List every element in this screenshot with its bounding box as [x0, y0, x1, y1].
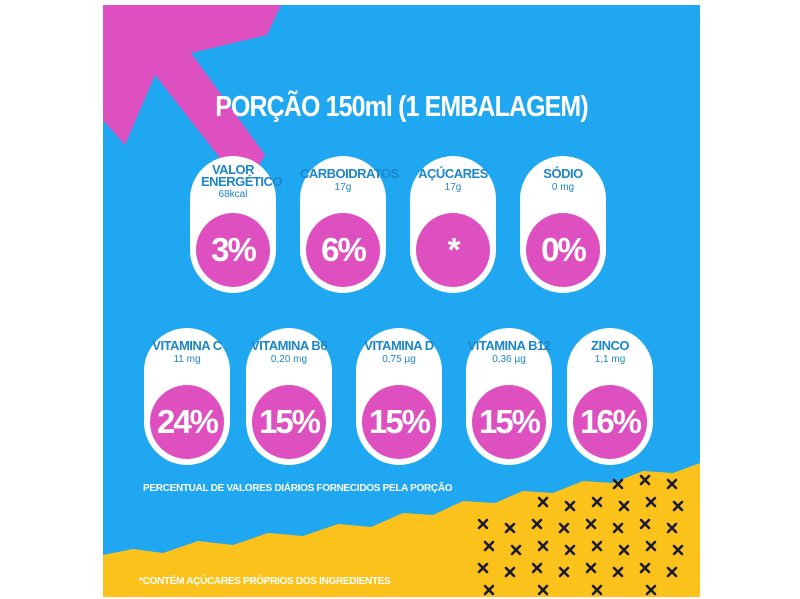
nutrient-name: ZINCO	[591, 338, 629, 353]
nutrient-card: VALOR ENERGÉTICO 68kcal 3%	[190, 156, 282, 293]
percent-circle: *	[416, 213, 490, 287]
portion-title: PORÇÃO 150ml (1 EMBALAGEM)	[215, 91, 588, 123]
percent-circle: 3%	[196, 213, 270, 287]
nutrient-amount: 11 mg	[173, 354, 201, 365]
nutrient-name: VITAMINA D	[364, 338, 434, 353]
x-mark	[639, 562, 651, 574]
percent-value: 6%	[321, 231, 367, 268]
x-mark	[537, 496, 549, 508]
pink-arrow-decoration	[103, 5, 281, 190]
x-mark	[645, 496, 657, 508]
nutrient-name: VITAMINA B6	[250, 338, 328, 353]
x-mark	[666, 478, 678, 490]
x-mark	[645, 584, 657, 596]
x-mark	[531, 562, 543, 574]
percent-value: 15%	[478, 403, 541, 440]
x-mark	[585, 518, 597, 530]
nutrient-name: AÇÚCARES	[418, 166, 488, 181]
nutrient-name: CARBOIDRATOS	[300, 166, 399, 181]
nutrient-name: VITAMINA B12	[467, 338, 551, 353]
nutrient-card: VITAMINA B6 0,20 mg 15%	[246, 328, 332, 465]
nutrient-card: VITAMINA D 0,75 µg 15%	[356, 328, 442, 465]
sugar-footnote: *CONTÉM AÇÚCARES PRÓPRIOS DOS INGREDIENT…	[139, 576, 391, 587]
nutrient-card: VITAMINA B12 0,36 µg 15%	[466, 328, 552, 465]
x-mark	[504, 522, 516, 534]
nutrition-panel: PORÇÃO 150ml (1 EMBALAGEM) VALOR ENERGÉT…	[103, 5, 700, 597]
nutrient-amount: 0 mg	[551, 182, 575, 193]
nutrient-amount: 0,20 mg	[270, 354, 308, 365]
nutrient-amount: 0,75 µg	[382, 354, 416, 365]
x-pattern-decoration	[477, 474, 684, 596]
x-mark	[639, 474, 651, 486]
nutrient-amount: 68kcal	[218, 189, 248, 200]
percent-value: 3%	[211, 231, 257, 268]
nutrient-card: CARBOIDRATOS 17g 6%	[300, 156, 399, 293]
percent-circle: 15%	[252, 385, 326, 459]
nutrient-amount: 17g	[444, 182, 462, 193]
background-decoration	[103, 5, 700, 597]
nutrient-name: VALOR ENERGÉTICO	[201, 162, 282, 189]
percent-value: 16%	[579, 403, 642, 440]
percent-circle: 0%	[526, 213, 600, 287]
nutrient-card: VITAMINA C 11 mg 24%	[144, 328, 230, 465]
x-mark	[504, 566, 516, 578]
nutrient-amount: 17g	[334, 182, 352, 193]
percent-circle: 15%	[362, 385, 436, 459]
nutrient-name: SÓDIO	[543, 166, 583, 181]
x-mark	[585, 562, 597, 574]
nutrient-card: AÇÚCARES 17g *	[410, 156, 496, 293]
percent-circle: 16%	[573, 385, 647, 459]
percent-value: 0%	[541, 231, 587, 268]
daily-value-footnote: PERCENTUAL DE VALORES DIÁRIOS FORNECIDOS…	[143, 483, 453, 494]
x-mark	[612, 478, 624, 490]
percent-value: 24%	[156, 403, 219, 440]
x-mark	[666, 522, 678, 534]
x-mark	[477, 518, 489, 530]
percent-value: 15%	[258, 403, 321, 440]
x-mark	[510, 544, 522, 556]
x-mark	[531, 518, 543, 530]
x-mark	[591, 584, 603, 596]
x-mark	[558, 566, 570, 578]
x-mark	[618, 544, 630, 556]
x-mark	[672, 544, 684, 556]
percent-circle: 6%	[306, 213, 380, 287]
x-mark	[639, 518, 651, 530]
percent-circle: 15%	[472, 385, 546, 459]
x-mark	[483, 584, 495, 596]
yellow-ground-decoration	[103, 463, 700, 597]
percent-circle: 24%	[150, 385, 224, 459]
x-mark	[591, 540, 603, 552]
x-mark	[558, 522, 570, 534]
percent-value: 15%	[368, 403, 431, 440]
x-mark	[564, 544, 576, 556]
x-mark	[537, 584, 549, 596]
nutrient-amount: 0,36 µg	[492, 354, 526, 365]
nutrient-amount: 1,1 mg	[594, 354, 626, 365]
x-mark	[612, 566, 624, 578]
x-mark	[618, 500, 630, 512]
nutrient-name: VITAMINA C	[152, 338, 222, 353]
percent-value: *	[447, 231, 461, 268]
x-mark	[564, 500, 576, 512]
x-mark	[645, 540, 657, 552]
nutrient-card: SÓDIO 0 mg 0%	[520, 156, 606, 293]
x-mark	[612, 522, 624, 534]
x-mark	[483, 540, 495, 552]
x-mark	[666, 566, 678, 578]
x-mark	[672, 500, 684, 512]
x-mark	[537, 540, 549, 552]
nutrient-card: ZINCO 1,1 mg 16%	[567, 328, 653, 465]
x-mark	[477, 562, 489, 574]
x-mark	[591, 496, 603, 508]
